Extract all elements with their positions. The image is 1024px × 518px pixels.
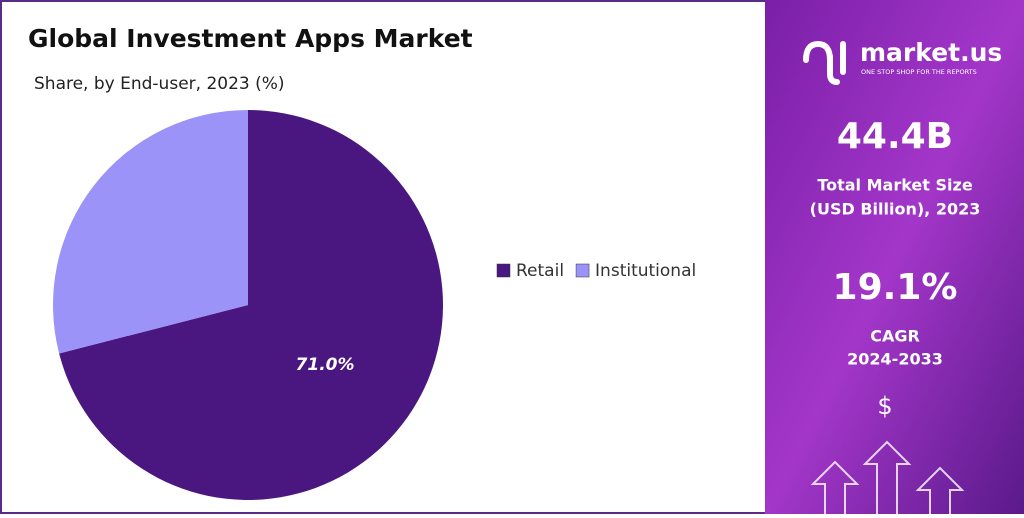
cagr: 19.1% [833, 267, 958, 308]
chart-title: Global Investment Apps Market [28, 24, 473, 53]
side-panel [765, 0, 1024, 514]
legend-label: Retail [516, 261, 564, 281]
market-size-label: Total Market Size [817, 176, 972, 195]
data-label: 71.0% [296, 355, 355, 375]
cagr-label: 2024-2033 [847, 350, 943, 369]
market-size: 44.4B [837, 116, 953, 157]
tagline: ONE STOP SHOP FOR THE REPORTS [861, 68, 977, 76]
legend-swatch [575, 263, 590, 278]
brand: market.us [860, 38, 1002, 67]
logo-icon [803, 40, 846, 85]
arrows-decoration [810, 440, 965, 514]
currency-icon: $ [877, 392, 892, 420]
logo: market.us ONE STOP SHOP FOR THE REPORTS [803, 38, 1002, 85]
cagr-label: CAGR [870, 327, 920, 346]
pie-slice [52, 110, 248, 354]
legend-swatch [496, 263, 511, 278]
market-size-label: (USD Billion), 2023 [810, 200, 981, 219]
legend-label: Institutional [595, 261, 696, 281]
chart-subtitle: Share, by End-user, 2023 (%) [34, 74, 285, 94]
pie-slice [59, 110, 443, 501]
